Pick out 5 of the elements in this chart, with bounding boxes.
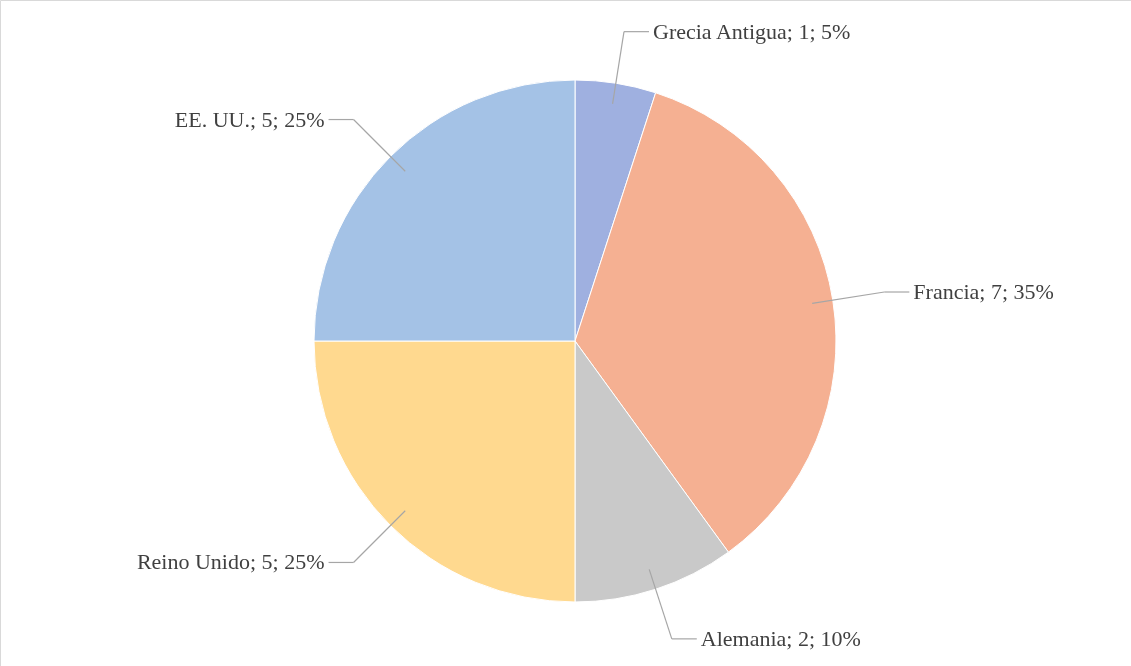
slice-label: Alemania; 2; 10% <box>700 625 861 651</box>
slice-label: EE. UU.; 5; 25% <box>174 106 325 132</box>
slice-label: Francia; 7; 35% <box>913 279 1054 304</box>
slice-label: Grecia Antigua; 1; 5% <box>653 18 851 44</box>
slice-label: Reino Unido; 5; 25% <box>136 549 325 575</box>
